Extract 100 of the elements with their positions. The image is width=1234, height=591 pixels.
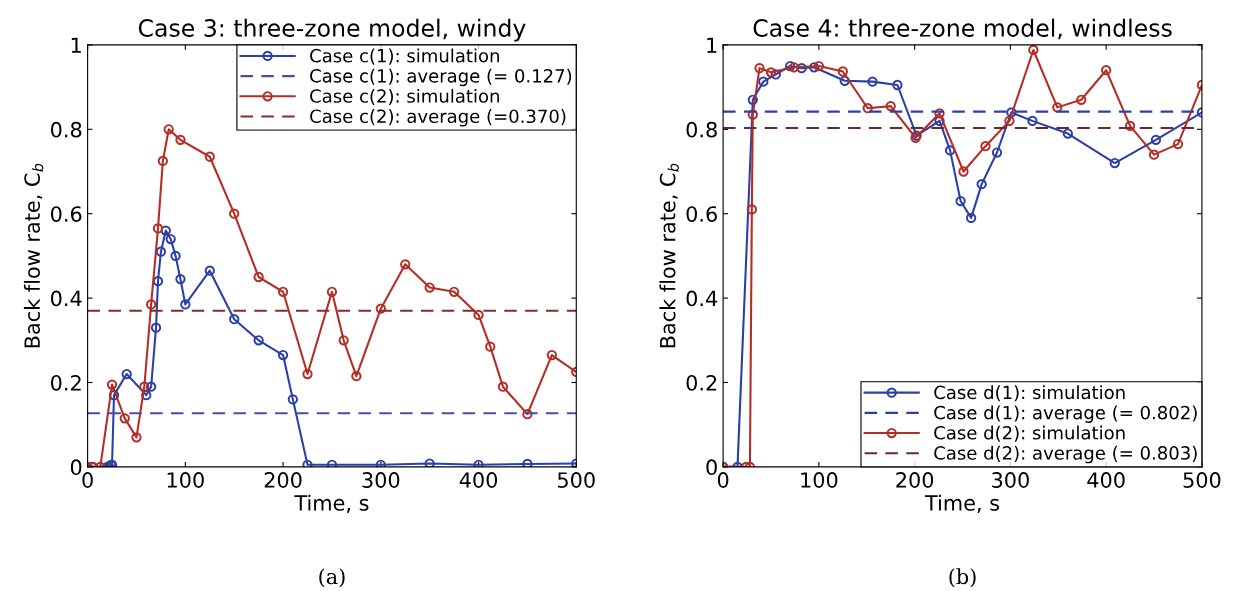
point [788,62,800,73]
point [522,409,533,420]
point [338,335,349,346]
point [229,208,240,219]
y-tick-label: 0.2 [686,374,717,391]
point [546,349,557,361]
point [165,233,176,245]
y-tick-label: 0.4 [51,290,82,307]
point [934,115,945,127]
point [770,69,781,80]
x-tick-label: 200 [264,472,302,488]
y-tick-label: 0.6 [51,206,82,222]
y-axis-title: Back flow rate, C$_{b}$ [23,163,44,348]
legend-label: Case d(1): average (= 0.802) [934,405,1197,423]
y-tick-label: 0 [70,459,82,476]
y-tick-label: 0.8 [686,121,717,138]
x-axis-title: Time, s [294,494,369,513]
y-tick-label: 0 [706,459,717,476]
point [1109,157,1120,169]
point [808,62,820,73]
x-tick-label: 400 [1087,472,1125,488]
point [157,155,168,167]
point [146,381,157,392]
point [170,250,181,262]
point [1076,94,1087,105]
point [121,368,132,380]
point [497,381,509,392]
point [485,341,496,352]
point [955,195,966,207]
y-tick-label: 1 [71,37,81,53]
point [867,76,878,87]
point [163,124,174,135]
point [885,100,896,112]
point [1124,120,1136,132]
point [1172,138,1184,150]
point [277,286,289,297]
point [119,413,130,424]
legend-label: Case c(2): simulation [310,88,499,105]
point [837,66,848,77]
legend-label: Case c(2): average (=0.370) [310,109,566,127]
point [424,282,435,293]
x-tick-label: 200 [896,472,934,488]
point [146,299,157,310]
legend-label: Case c(1): average (= 0.127) [310,68,572,87]
point [522,458,533,467]
point [1101,65,1112,76]
point [765,67,777,78]
x-tick-label: 300 [362,472,400,488]
point [892,79,903,91]
point [131,432,142,443]
y-tick-label: 1 [707,37,717,53]
y-tick-label: 0.2 [51,374,81,391]
point [375,303,386,314]
legend-label: Case d(2): simulation [934,425,1125,442]
point [758,76,769,87]
x-tick-label: 100 [801,472,838,488]
point [287,394,298,405]
point [785,60,796,72]
point [155,246,167,257]
point [180,299,191,310]
point [862,103,873,114]
point [1004,115,1015,127]
point [1052,102,1063,113]
x-tick-label: 400 [459,472,498,488]
point [966,212,977,224]
text: (b) [949,568,976,588]
point [141,390,152,401]
chart-title: Case 3: three-zone model, windy [138,18,526,42]
point [152,223,164,234]
point [160,225,171,236]
x-axis-title: Time, s [924,494,1000,513]
point [1027,115,1038,127]
point [813,60,825,72]
point [1150,134,1162,145]
legend-label: Case d(2): average (= 0.803) [934,445,1197,464]
x-tick-label: 500 [1183,472,1221,488]
point [150,322,162,333]
x-tick-label: 500 [558,472,595,488]
point [106,379,118,390]
point [204,265,215,276]
point [1006,107,1017,118]
point [980,141,991,152]
point [796,62,807,74]
point [754,62,765,74]
point [302,368,313,380]
x-tick-label: 100 [167,472,204,488]
point [976,179,987,190]
point [944,145,956,156]
point [839,75,850,86]
point [175,134,186,145]
point [1028,44,1039,56]
point [958,166,969,177]
point [1148,149,1160,160]
point [108,390,120,401]
point [253,335,264,346]
point [175,273,186,285]
point [351,371,362,382]
point [139,381,150,392]
x-tick-label: 0 [82,472,93,488]
y-tick-label: 0.4 [686,290,718,307]
